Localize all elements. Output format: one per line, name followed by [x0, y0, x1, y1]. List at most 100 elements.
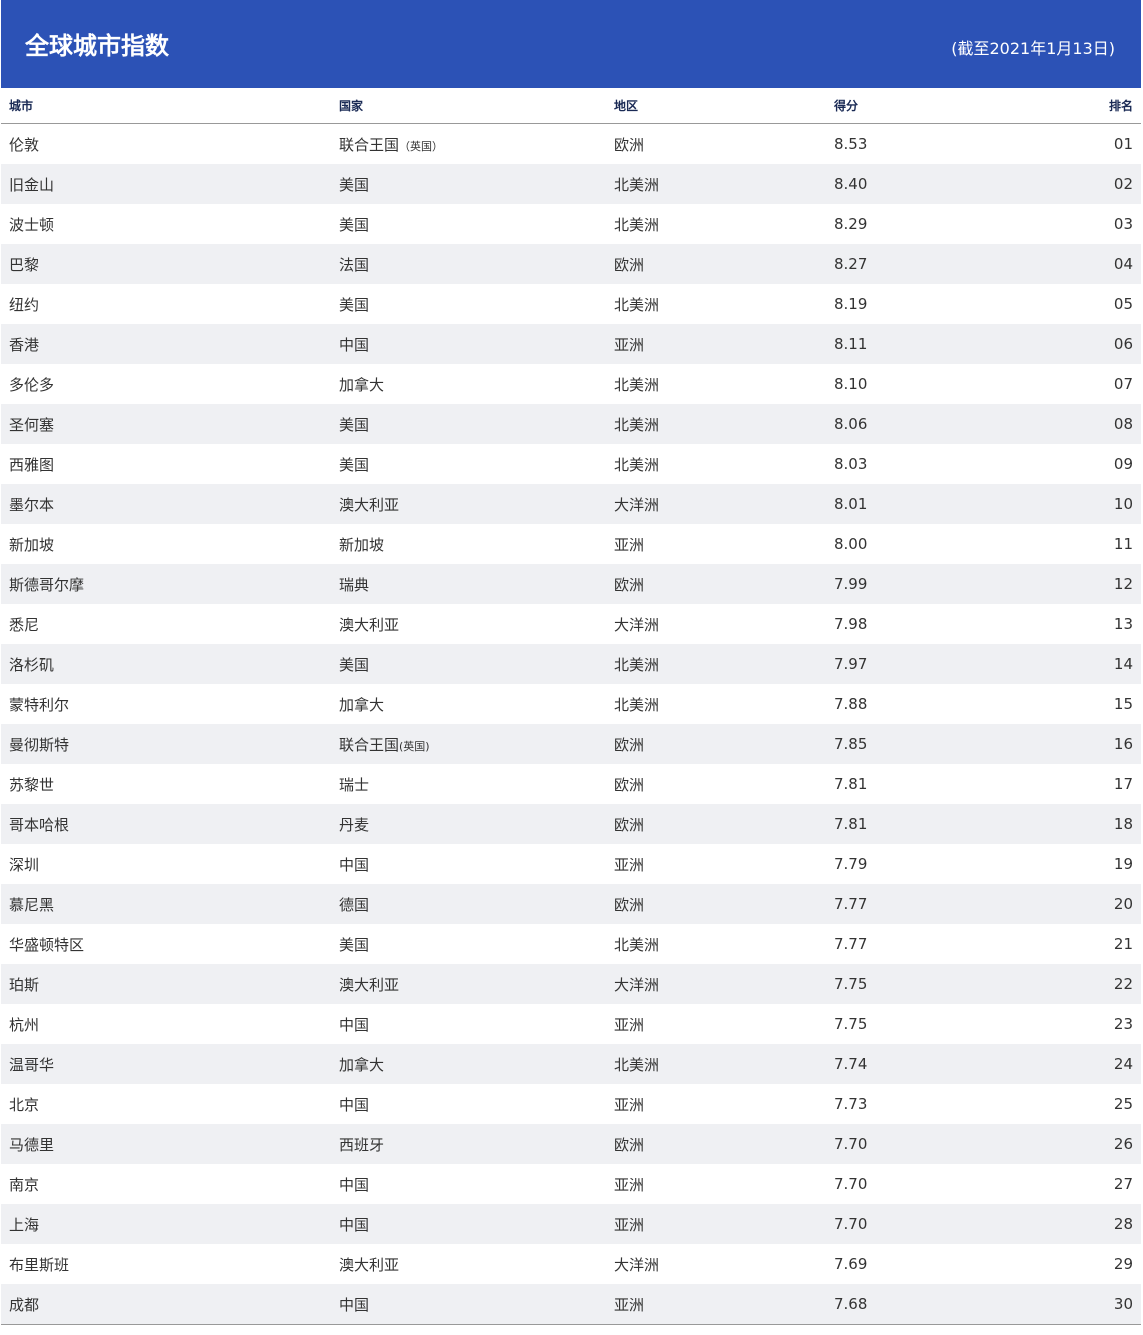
cell-rank: 25	[1113, 1095, 1133, 1113]
cell-country: 澳大利亚	[339, 1255, 400, 1274]
cell-country: 中国	[339, 1175, 370, 1194]
table-row: 纽约 美国 北美洲 8.19 05	[1, 284, 1141, 324]
table-row: 苏黎世 瑞士 欧洲 7.81 17	[1, 764, 1141, 804]
table-row: 深圳 中国 亚洲 7.79 19	[1, 844, 1141, 884]
cell-rank: 24	[1054, 1044, 1141, 1084]
cell-country: 澳大利亚	[339, 484, 614, 524]
table-row: 圣何塞 美国 北美洲 8.06 08	[1, 404, 1141, 444]
cell-city: 北京	[9, 1095, 40, 1114]
cell-country: 美国	[339, 164, 614, 204]
cell-score: 7.75	[834, 1015, 868, 1033]
cell-score: 7.74	[834, 1044, 1054, 1084]
cell-city: 哥本哈根	[1, 804, 339, 844]
cell-region: 北美洲	[614, 375, 660, 394]
cell-city: 旧金山	[1, 164, 339, 204]
cell-rank: 29	[1113, 1255, 1133, 1273]
cell-city: 慕尼黑	[1, 884, 339, 924]
cell-region: 大洋洲	[614, 615, 660, 634]
cell-region: 北美洲	[614, 404, 834, 444]
cell-country: 联合王国（英国）	[339, 135, 444, 154]
cell-country: 新加坡	[339, 535, 385, 554]
table-row: 波士顿 美国 北美洲 8.29 03	[1, 204, 1141, 244]
cell-rank: 21	[1113, 935, 1133, 953]
table-row: 巴黎 法国 欧洲 8.27 04	[1, 244, 1141, 284]
cell-region: 亚洲	[614, 324, 834, 364]
column-header-city: 城市	[1, 88, 339, 124]
cell-country: 澳大利亚	[339, 615, 400, 634]
cell-country: 中国	[339, 1284, 614, 1325]
cell-country: 瑞士	[339, 775, 370, 794]
cell-city: 蒙特利尔	[9, 695, 70, 714]
table-row: 慕尼黑 德国 欧洲 7.77 20	[1, 884, 1141, 924]
cell-city: 多伦多	[9, 375, 55, 394]
cell-country: 联合王国(英国)	[339, 724, 614, 764]
cell-score: 7.73	[834, 1095, 868, 1113]
cell-score: 7.77	[834, 935, 868, 953]
cell-score: 7.70	[834, 1124, 1054, 1164]
cell-city: 纽约	[9, 295, 40, 314]
cell-region: 亚洲	[614, 855, 645, 874]
cell-country: 美国	[339, 644, 614, 684]
table-row: 上海 中国 亚洲 7.70 28	[1, 1204, 1141, 1244]
cell-country: 丹麦	[339, 804, 614, 844]
cell-score: 8.27	[834, 244, 1054, 284]
cell-score: 7.70	[834, 1204, 1054, 1244]
cell-city: 南京	[9, 1175, 40, 1194]
country-note: （英国）	[399, 139, 444, 153]
as-of-date: (截至2021年1月13日)	[951, 39, 1115, 58]
cell-region: 亚洲	[614, 1095, 645, 1114]
cell-city: 曼彻斯特	[1, 724, 339, 764]
cell-city: 成都	[1, 1284, 339, 1325]
cell-city: 圣何塞	[1, 404, 339, 444]
table-row: 多伦多 加拿大 北美洲 8.10 07	[1, 364, 1141, 404]
cell-country: 加拿大	[339, 375, 385, 394]
cell-score: 8.00	[834, 535, 868, 553]
cell-region: 欧洲	[614, 775, 645, 794]
cell-country: 中国	[339, 1015, 370, 1034]
table-row: 华盛顿特区 美国 北美洲 7.77 21	[1, 924, 1141, 964]
cell-country: 加拿大	[339, 1044, 614, 1084]
table-row: 马德里 西班牙 欧洲 7.70 26	[1, 1124, 1141, 1164]
cell-country: 法国	[339, 244, 614, 284]
cell-score: 8.01	[834, 484, 1054, 524]
cell-rank: 17	[1113, 775, 1133, 793]
cell-rank: 12	[1054, 564, 1141, 604]
table-row: 洛杉矶 美国 北美洲 7.97 14	[1, 644, 1141, 684]
cell-country: 美国	[339, 404, 614, 444]
table-row: 南京 中国 亚洲 7.70 27	[1, 1164, 1141, 1204]
page-title: 全球城市指数	[25, 32, 169, 60]
cell-rank: 30	[1054, 1284, 1141, 1325]
table-row: 北京 中国 亚洲 7.73 25	[1, 1084, 1141, 1124]
cell-score: 7.97	[834, 644, 1054, 684]
cell-rank: 07	[1113, 375, 1133, 393]
cell-rank: 15	[1113, 695, 1133, 713]
cell-rank: 01	[1113, 135, 1133, 153]
cell-rank: 10	[1054, 484, 1141, 524]
table-row: 悉尼 澳大利亚 大洋洲 7.98 13	[1, 604, 1141, 644]
cell-rank: 23	[1113, 1015, 1133, 1033]
cell-score: 7.79	[834, 855, 868, 873]
cell-region: 亚洲	[614, 535, 645, 554]
cell-region: 大洋洲	[614, 1255, 660, 1274]
table-row: 西雅图 美国 北美洲 8.03 09	[1, 444, 1141, 484]
table-row: 蒙特利尔 加拿大 北美洲 7.88 15	[1, 684, 1141, 724]
table-row: 珀斯 澳大利亚 大洋洲 7.75 22	[1, 964, 1141, 1004]
cell-country: 美国	[339, 455, 370, 474]
cell-score: 8.19	[834, 295, 868, 313]
cell-country: 美国	[339, 295, 370, 314]
cell-rank: 28	[1054, 1204, 1141, 1244]
table-row: 成都 中国 亚洲 7.68 30	[1, 1284, 1141, 1325]
cell-region: 亚洲	[614, 1175, 645, 1194]
cell-region: 亚洲	[614, 1284, 834, 1325]
column-header-rank: 排名	[1054, 88, 1141, 124]
table-row: 香港 中国 亚洲 8.11 06	[1, 324, 1141, 364]
cell-score: 7.81	[834, 775, 868, 793]
cell-score: 7.81	[834, 804, 1054, 844]
cell-score: 8.29	[834, 215, 868, 233]
table-row: 杭州 中国 亚洲 7.75 23	[1, 1004, 1141, 1044]
cell-rank: 16	[1054, 724, 1141, 764]
cell-rank: 08	[1054, 404, 1141, 444]
cell-rank: 26	[1054, 1124, 1141, 1164]
cell-rank: 27	[1113, 1175, 1133, 1193]
cell-country: 西班牙	[339, 1124, 614, 1164]
